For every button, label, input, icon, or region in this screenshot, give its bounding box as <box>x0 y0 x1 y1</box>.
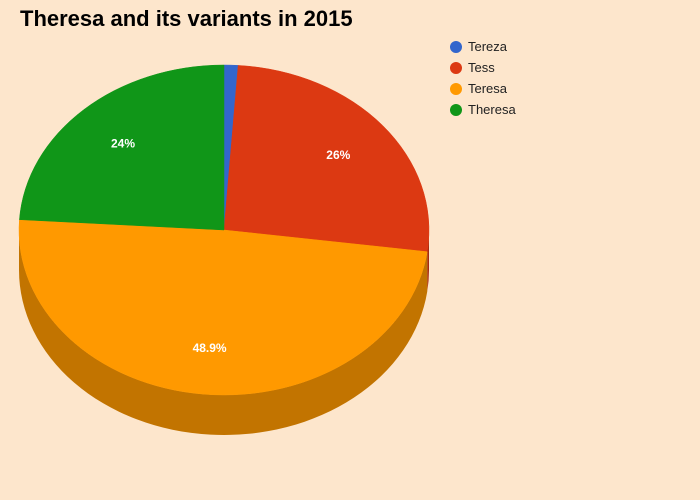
pie-slice-tess[interactable] <box>223 65 430 252</box>
pie-side-walls <box>19 230 429 435</box>
slice-label-tess: 26% <box>326 148 350 162</box>
legend-item-tess[interactable]: Tess <box>450 57 516 78</box>
legend-label-tereza: Tereza <box>468 39 508 54</box>
pie-slice-theresa[interactable] <box>19 64 225 231</box>
legend-label-tess: Tess <box>468 60 495 75</box>
legend-swatch-tereza <box>450 40 462 53</box>
slice-label-theresa: 24% <box>111 136 135 150</box>
pie-slice-teresa[interactable] <box>18 219 428 396</box>
legend: Tereza Tess Teresa Theresa <box>450 36 516 120</box>
pie-side-teresa <box>19 230 428 435</box>
legend-swatch-teresa <box>450 82 462 95</box>
chart-title: Theresa and its variants in 2015 <box>20 6 353 31</box>
slice-label-teresa: 48.9% <box>193 341 227 355</box>
legend-item-teresa[interactable]: Teresa <box>450 78 516 99</box>
legend-label-teresa: Teresa <box>468 81 508 96</box>
legend-swatch-theresa <box>450 103 462 116</box>
legend-item-theresa[interactable]: Theresa <box>450 99 516 120</box>
legend-item-tereza[interactable]: Tereza <box>450 36 516 57</box>
legend-label-theresa: Theresa <box>468 102 516 117</box>
legend-swatch-tess <box>450 61 462 74</box>
pie-side-tess <box>427 230 429 292</box>
